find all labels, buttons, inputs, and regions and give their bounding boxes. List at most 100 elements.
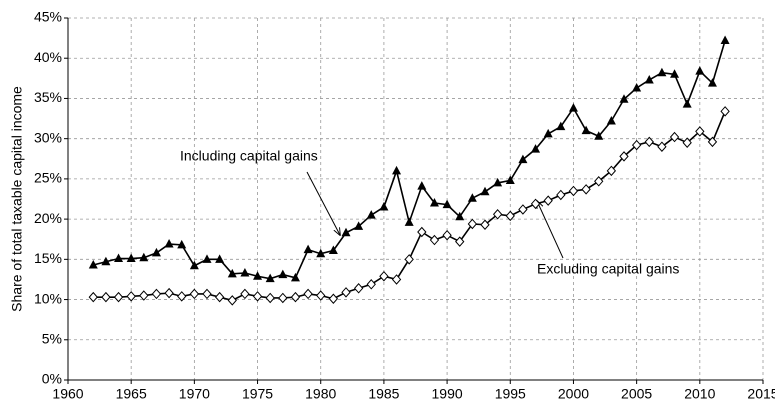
data-point xyxy=(252,291,263,302)
data-point xyxy=(682,137,692,148)
data-point xyxy=(657,141,667,152)
annotation-arrow xyxy=(537,201,564,259)
y-tick-label: 5% xyxy=(42,330,62,346)
data-point xyxy=(177,291,187,302)
data-point xyxy=(442,199,452,209)
data-point xyxy=(543,128,553,138)
data-point xyxy=(720,35,730,45)
data-point xyxy=(391,274,402,285)
x-tick-label: 1960 xyxy=(52,386,83,402)
x-tick-label: 1980 xyxy=(305,386,336,402)
annotation: Excluding capital gains xyxy=(537,261,679,277)
data-point xyxy=(594,131,604,140)
y-tick-label: 40% xyxy=(34,49,62,65)
data-point xyxy=(316,248,326,258)
data-point xyxy=(556,121,566,131)
y-tick-label: 20% xyxy=(34,210,62,226)
data-point xyxy=(442,229,452,241)
data-point xyxy=(492,209,503,220)
data-point xyxy=(707,78,717,87)
data-point xyxy=(417,181,427,190)
data-point xyxy=(379,202,389,211)
data-point xyxy=(126,253,136,263)
data-point xyxy=(366,210,376,219)
x-tick-label: 2000 xyxy=(558,386,589,402)
annotation: Including capital gains xyxy=(180,148,318,164)
data-point xyxy=(113,291,124,303)
data-point xyxy=(720,106,730,117)
y-axis-label: Share of total taxable capital income xyxy=(9,86,25,312)
data-point xyxy=(543,195,553,206)
data-point xyxy=(429,198,439,207)
data-point xyxy=(480,186,490,196)
data-point xyxy=(101,291,111,303)
data-point xyxy=(455,236,465,247)
data-point xyxy=(328,245,338,254)
data-point xyxy=(568,185,579,197)
data-point xyxy=(215,254,225,263)
data-point xyxy=(114,253,124,263)
data-point xyxy=(556,189,566,201)
data-point xyxy=(695,66,705,75)
y-tick-label: 0% xyxy=(42,371,62,387)
data-point xyxy=(594,176,604,187)
data-point xyxy=(151,247,161,257)
data-point xyxy=(88,291,98,303)
data-point xyxy=(139,290,149,301)
data-point xyxy=(328,293,339,305)
data-point xyxy=(253,271,263,280)
y-tick-label: 45% xyxy=(34,9,62,25)
y-tick-label: 25% xyxy=(34,170,62,186)
y-tick-label: 35% xyxy=(34,89,62,105)
x-tick-label: 1975 xyxy=(242,386,273,402)
data-point xyxy=(366,279,376,290)
data-point xyxy=(417,226,427,238)
data-point xyxy=(568,103,578,112)
data-point xyxy=(341,227,351,237)
data-point xyxy=(379,270,389,282)
data-point xyxy=(530,198,541,210)
data-point xyxy=(214,291,225,303)
data-point xyxy=(290,272,300,282)
data-point xyxy=(240,288,250,300)
x-tick-label: 1965 xyxy=(116,386,147,402)
data-point xyxy=(139,252,149,262)
data-point xyxy=(467,218,478,230)
data-point xyxy=(164,239,174,248)
data-point xyxy=(265,273,275,283)
data-point xyxy=(189,260,199,270)
annotation-arrow xyxy=(306,171,340,235)
data-point xyxy=(316,290,326,301)
x-tick-label: 1970 xyxy=(179,386,210,402)
data-point xyxy=(670,69,680,78)
data-point xyxy=(644,136,654,148)
data-point xyxy=(278,269,288,279)
data-point xyxy=(303,288,313,300)
y-tick-label: 30% xyxy=(34,129,62,145)
data-point xyxy=(189,288,200,300)
data-point xyxy=(303,244,313,254)
data-point xyxy=(505,210,515,222)
data-point xyxy=(531,144,541,153)
x-tick-label: 2010 xyxy=(684,386,715,402)
data-point xyxy=(392,165,402,175)
data-point xyxy=(518,154,528,164)
data-point xyxy=(619,151,629,162)
data-point xyxy=(240,268,250,277)
data-point xyxy=(695,126,705,137)
data-point xyxy=(353,283,364,294)
data-point xyxy=(669,131,680,143)
data-point xyxy=(455,211,465,221)
data-point xyxy=(632,82,642,92)
data-point xyxy=(404,217,414,226)
x-tick-label: 1990 xyxy=(432,386,463,402)
data-point xyxy=(265,292,275,304)
data-point xyxy=(354,221,364,230)
data-point xyxy=(631,139,642,151)
data-point xyxy=(480,219,490,230)
x-tick-label: 2005 xyxy=(621,386,652,402)
y-tick-label: 15% xyxy=(34,250,62,266)
data-point xyxy=(518,204,528,215)
